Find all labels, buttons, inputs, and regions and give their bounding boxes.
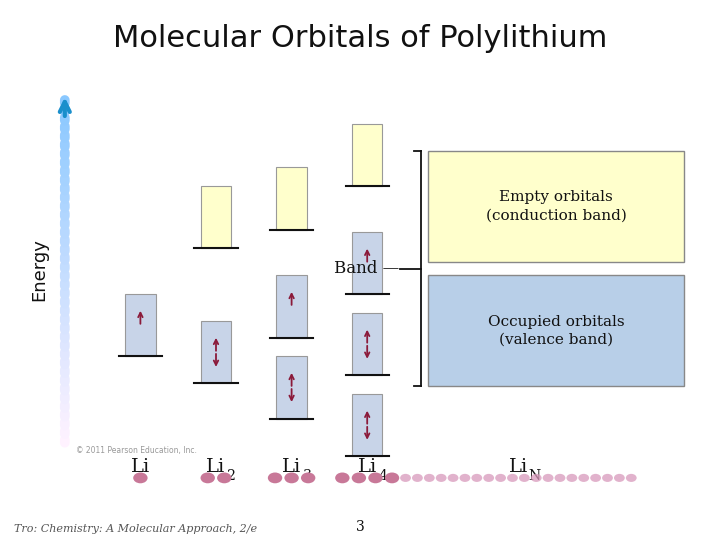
Circle shape: [590, 474, 601, 482]
Circle shape: [336, 472, 350, 483]
Circle shape: [217, 472, 232, 483]
Circle shape: [614, 474, 625, 482]
Circle shape: [200, 472, 215, 483]
Text: Li: Li: [509, 458, 528, 476]
Text: © 2011 Pearson Education, Inc.: © 2011 Pearson Education, Inc.: [76, 446, 197, 455]
Text: Li: Li: [131, 458, 150, 476]
Bar: [428, 275, 684, 386]
Bar: [352, 394, 382, 456]
Circle shape: [602, 474, 613, 482]
Circle shape: [483, 474, 494, 482]
Circle shape: [436, 474, 446, 482]
Circle shape: [578, 474, 589, 482]
Bar: [352, 313, 382, 375]
Bar: [352, 124, 382, 186]
Circle shape: [507, 474, 518, 482]
Circle shape: [554, 474, 565, 482]
Text: 3: 3: [303, 469, 312, 483]
Bar: [276, 167, 307, 230]
Bar: [352, 232, 382, 294]
Text: Energy: Energy: [30, 239, 49, 301]
Bar: [125, 294, 156, 356]
Circle shape: [352, 472, 366, 483]
Text: Tro: Chemistry: A Molecular Approach, 2/e: Tro: Chemistry: A Molecular Approach, 2/…: [14, 523, 258, 534]
Text: Occupied orbitals
(valence band): Occupied orbitals (valence band): [488, 314, 624, 347]
Text: Li: Li: [207, 458, 225, 476]
Circle shape: [284, 472, 299, 483]
Text: 3: 3: [356, 519, 364, 534]
Text: Band —: Band —: [334, 260, 400, 277]
Bar: [201, 186, 231, 248]
Text: Empty orbitals
(conduction band): Empty orbitals (conduction band): [486, 190, 626, 222]
Circle shape: [519, 474, 530, 482]
Bar: [276, 275, 307, 338]
Bar: [428, 151, 684, 262]
Circle shape: [567, 474, 577, 482]
Circle shape: [412, 474, 423, 482]
Bar: [201, 321, 231, 383]
Circle shape: [495, 474, 506, 482]
Circle shape: [459, 474, 470, 482]
Text: Li: Li: [358, 458, 377, 476]
Circle shape: [301, 472, 315, 483]
Circle shape: [472, 474, 482, 482]
Text: N: N: [528, 469, 541, 483]
Circle shape: [384, 472, 399, 483]
Text: Molecular Orbitals of Polylithium: Molecular Orbitals of Polylithium: [113, 24, 607, 53]
Circle shape: [543, 474, 554, 482]
Bar: [276, 356, 307, 418]
Circle shape: [626, 474, 636, 482]
Text: 4: 4: [379, 469, 387, 483]
Circle shape: [531, 474, 541, 482]
Circle shape: [424, 474, 435, 482]
Circle shape: [448, 474, 459, 482]
Circle shape: [369, 472, 383, 483]
Circle shape: [400, 474, 411, 482]
Circle shape: [133, 472, 148, 483]
Circle shape: [268, 472, 282, 483]
Text: 2: 2: [228, 469, 236, 483]
Text: Li: Li: [282, 458, 301, 476]
